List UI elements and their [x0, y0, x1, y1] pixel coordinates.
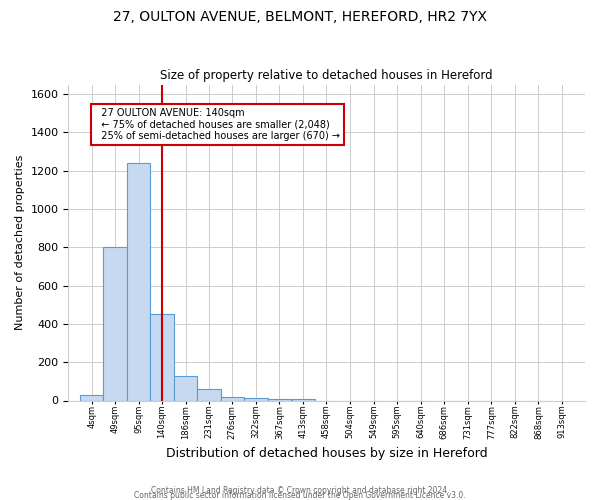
Bar [221, 396, 244, 400]
X-axis label: Distribution of detached houses by size in Hereford: Distribution of detached houses by size … [166, 447, 488, 460]
Text: 27 OULTON AVENUE: 140sqm
  ← 75% of detached houses are smaller (2,048)
  25% of: 27 OULTON AVENUE: 140sqm ← 75% of detach… [95, 108, 340, 140]
Bar [292, 399, 315, 400]
Text: Contains HM Land Registry data © Crown copyright and database right 2024.: Contains HM Land Registry data © Crown c… [151, 486, 449, 495]
Bar [197, 389, 221, 400]
Bar [174, 376, 197, 400]
Bar [127, 163, 151, 400]
Bar [80, 396, 103, 400]
Bar [244, 398, 268, 400]
Y-axis label: Number of detached properties: Number of detached properties [15, 155, 25, 330]
Title: Size of property relative to detached houses in Hereford: Size of property relative to detached ho… [160, 69, 493, 82]
Bar [268, 398, 291, 400]
Text: Contains public sector information licensed under the Open Government Licence v3: Contains public sector information licen… [134, 491, 466, 500]
Bar [151, 314, 173, 400]
Bar [103, 248, 127, 400]
Text: 27, OULTON AVENUE, BELMONT, HEREFORD, HR2 7YX: 27, OULTON AVENUE, BELMONT, HEREFORD, HR… [113, 10, 487, 24]
